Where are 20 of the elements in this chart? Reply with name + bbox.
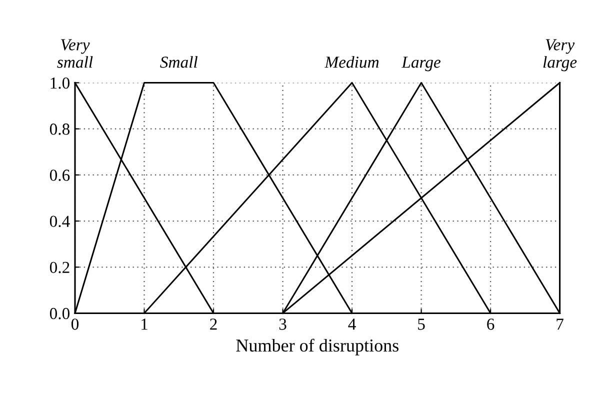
x-tick-label: 1	[142, 318, 148, 330]
x-axis-title: Number of disruptions	[236, 338, 398, 356]
series-label: Very large	[543, 39, 577, 72]
x-tick-label: 2	[210, 318, 217, 330]
y-tick-label: 0.8	[50, 124, 70, 135]
y-tick-label: 0.2	[50, 262, 70, 274]
y-tick-label: 0.0	[50, 308, 70, 320]
y-tick-label: 0.4	[50, 216, 70, 228]
series-label: Large	[401, 56, 441, 72]
x-tick-label: 4	[348, 318, 356, 330]
y-tick-label: 0.6	[50, 170, 70, 181]
series-label: Small	[160, 56, 198, 68]
x-tick-label: 7	[556, 318, 564, 330]
series-label: Medium	[324, 56, 379, 68]
x-tick-label: 6	[487, 318, 494, 330]
x-tick-label: 0	[71, 318, 79, 330]
x-tick-label: 3	[279, 318, 286, 330]
y-tick-label: 1.0	[50, 77, 70, 89]
series-label: Very small	[57, 39, 93, 68]
x-tick-label: 5	[418, 318, 425, 330]
